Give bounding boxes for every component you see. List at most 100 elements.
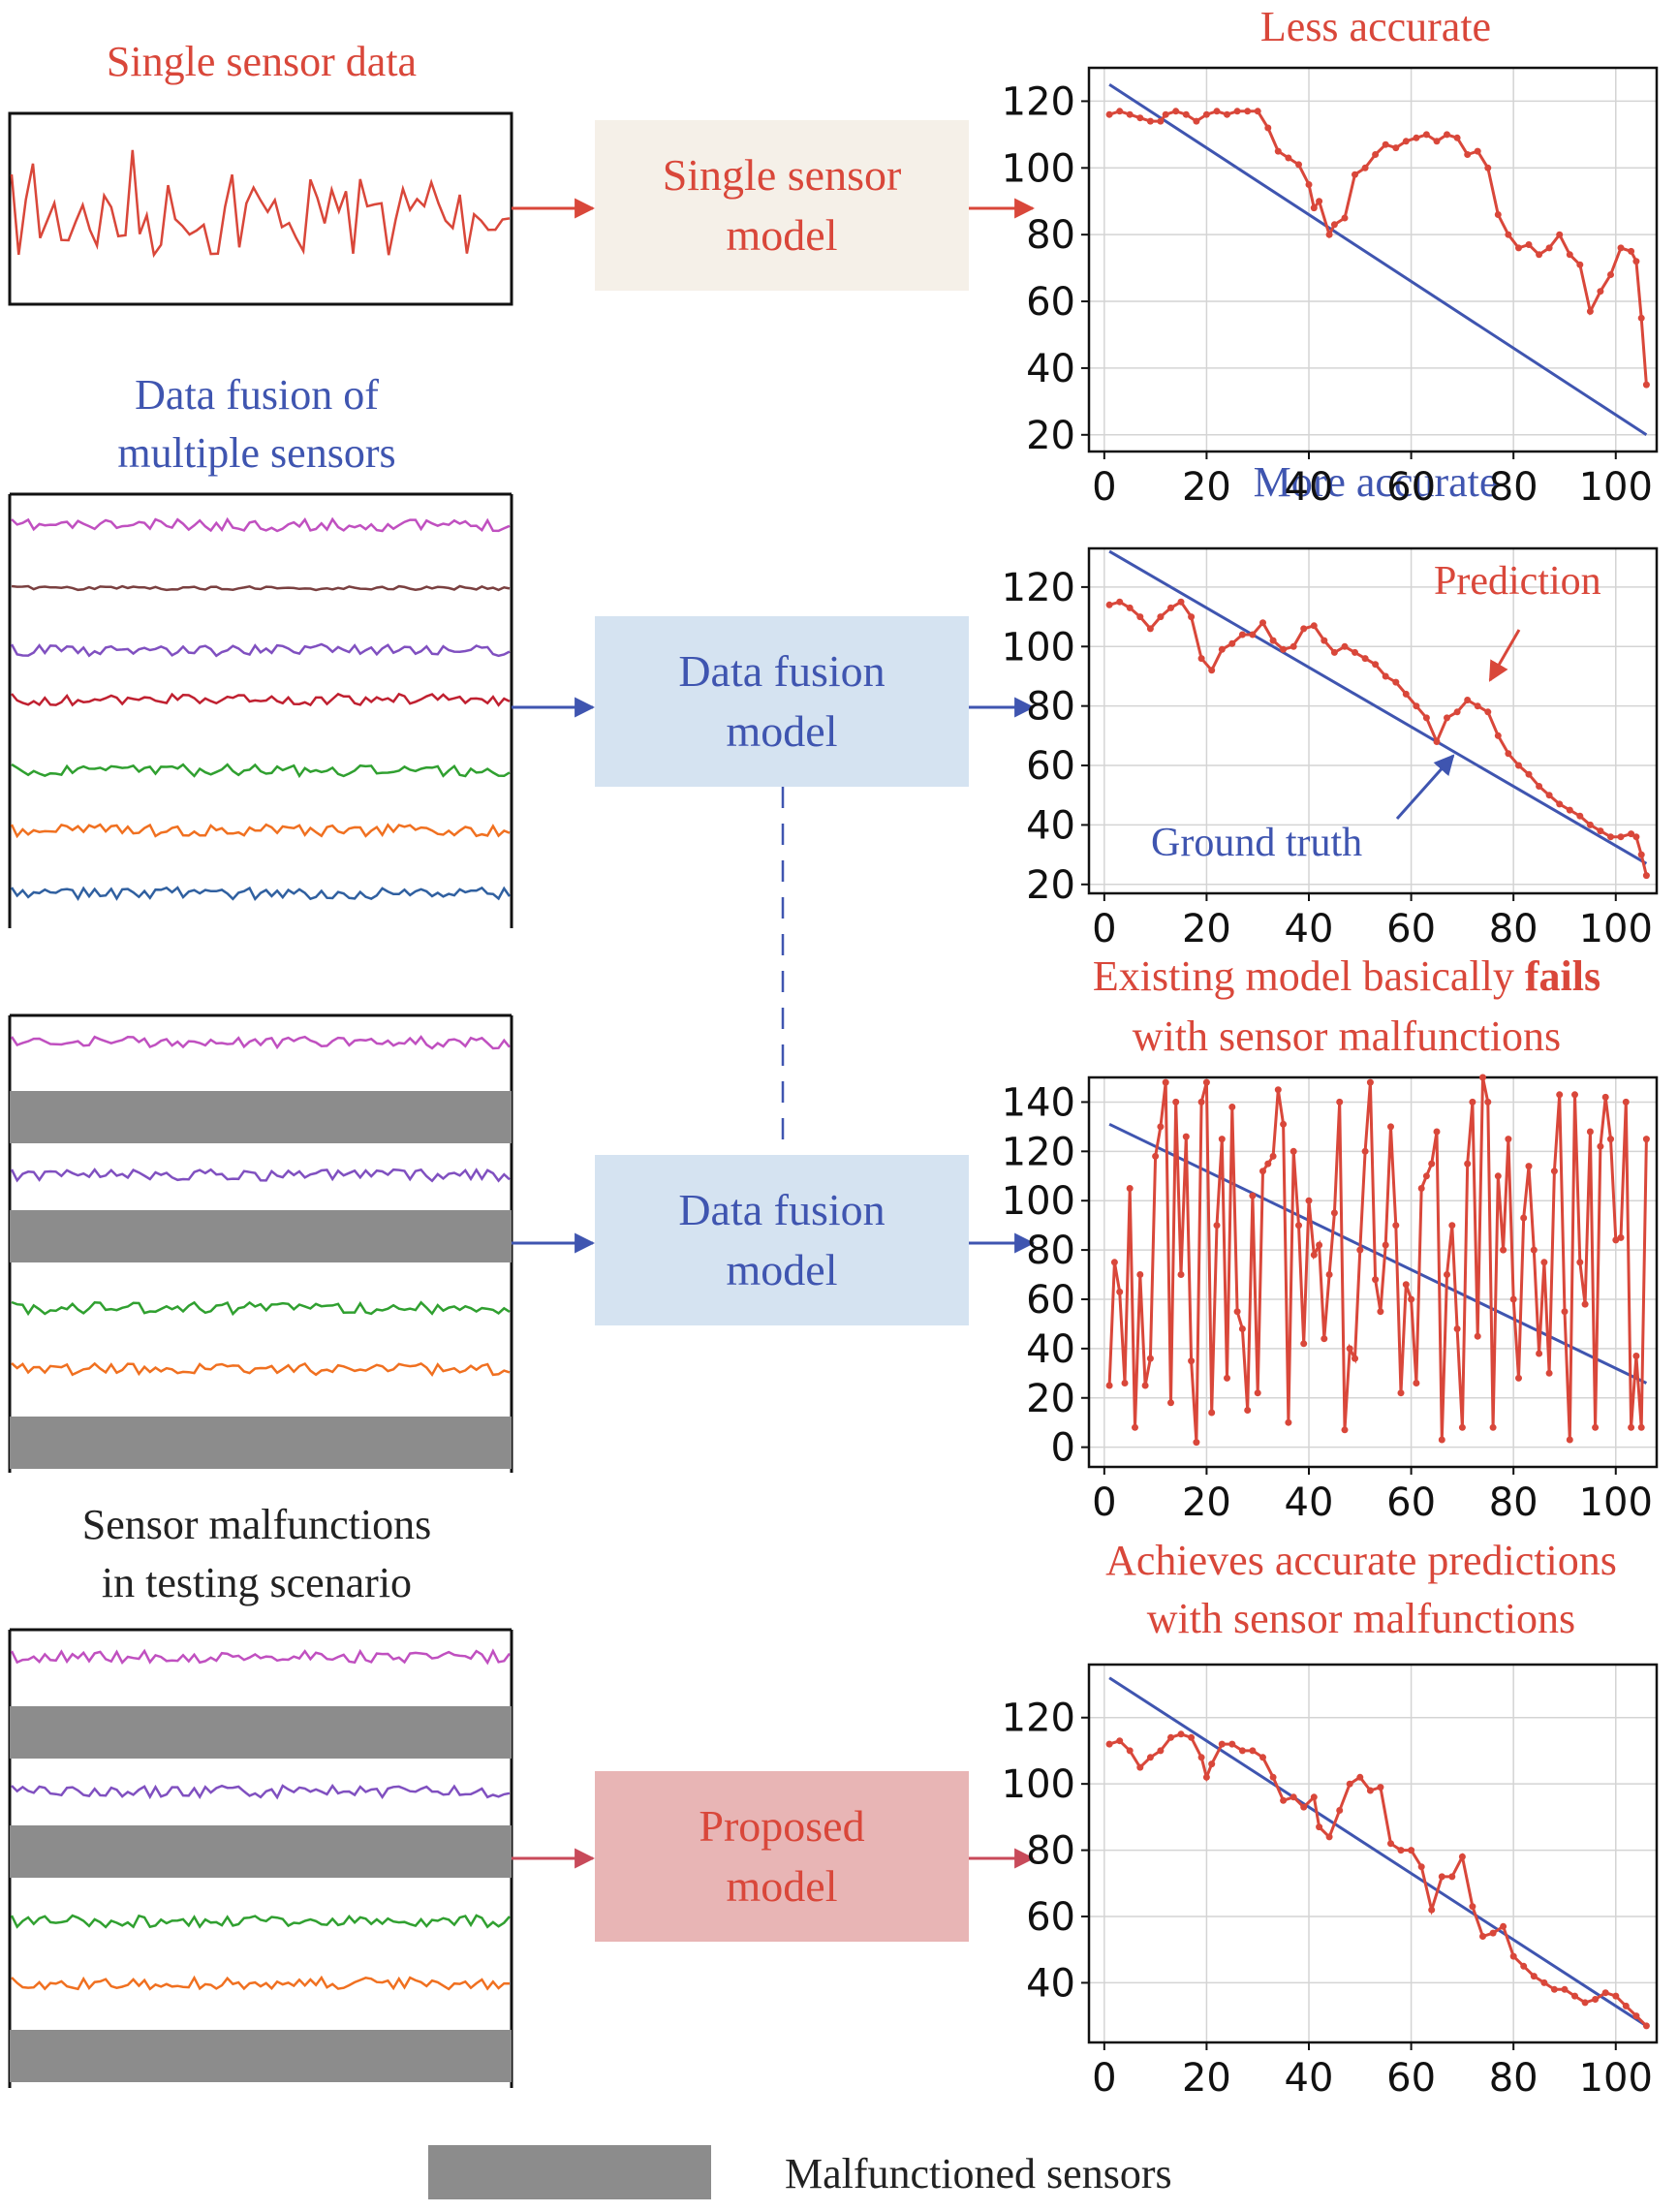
prediction-point	[1336, 1807, 1344, 1814]
prediction-point	[1249, 1192, 1257, 1199]
prediction-point	[1264, 1160, 1272, 1168]
sensor-signal	[10, 823, 511, 839]
prediction-point	[1392, 1222, 1400, 1230]
prediction-point	[1274, 147, 1282, 155]
prediction-point	[1505, 1136, 1512, 1143]
prediction-point	[1489, 1929, 1497, 1937]
prediction-pointer-arrow	[1488, 629, 1521, 682]
prediction-point	[1597, 1142, 1604, 1150]
y-tick-label: 80	[1026, 685, 1075, 730]
prediction-point	[1469, 1903, 1476, 1911]
prediction-point	[1448, 1873, 1456, 1881]
sensor-signal	[10, 1035, 511, 1050]
achieves-label-line1: Achieves accurate predictions	[1105, 1537, 1617, 1584]
prediction-point	[1617, 1233, 1625, 1241]
prediction-point	[1366, 1078, 1374, 1086]
prediction-point	[1372, 151, 1380, 158]
prediction-point	[1188, 613, 1196, 621]
prediction-point	[1126, 1185, 1134, 1192]
y-tick-label: 140	[1002, 1080, 1075, 1125]
prediction-point	[1352, 171, 1358, 178]
prediction-point	[1208, 1760, 1216, 1768]
prediction-point	[1607, 833, 1614, 841]
prediction-point	[1285, 154, 1292, 162]
prediction-point	[1642, 2022, 1650, 2030]
prediction-point	[1218, 645, 1226, 653]
x-tick-label: 60	[1386, 907, 1436, 951]
prediction-point	[1341, 214, 1349, 222]
prediction-point	[1321, 637, 1328, 644]
prediction-point	[1550, 1985, 1558, 1993]
prediction-point	[1259, 1754, 1266, 1761]
prediction-point	[1280, 1796, 1288, 1804]
prediction-point	[1290, 1147, 1297, 1155]
prediction-point	[1536, 1350, 1543, 1357]
prediction-point	[1422, 714, 1430, 722]
y-tick-label: 20	[1026, 414, 1075, 458]
data-fusion-label-line2: multiple sensors	[117, 429, 396, 477]
prediction-point	[1632, 1353, 1640, 1359]
prediction-point	[1453, 1325, 1461, 1332]
prediction-point	[1444, 714, 1450, 722]
prediction-point	[1448, 1222, 1456, 1230]
prediction-point	[1571, 1992, 1578, 2000]
prediction-point	[1637, 851, 1645, 858]
prediction-point	[1597, 827, 1604, 835]
prediction-point	[1346, 1780, 1353, 1788]
prediction-point	[1141, 1382, 1149, 1389]
prediction-point	[1413, 702, 1420, 710]
prediction-point	[1244, 1407, 1252, 1414]
prediction-point	[1500, 1922, 1507, 1930]
prediction-point	[1576, 812, 1584, 820]
prediction-point	[1566, 806, 1573, 814]
prediction-point	[1136, 613, 1144, 621]
proposed-model-line1: Proposed	[699, 1800, 865, 1851]
x-tick-label: 100	[1579, 2056, 1653, 2101]
prediction-point	[1464, 1160, 1472, 1168]
prediction-point	[1586, 1128, 1594, 1136]
prediction-point	[1509, 1952, 1517, 1960]
prediction-point	[1392, 144, 1400, 152]
prediction-point	[1607, 271, 1614, 278]
prediction-point	[1325, 1271, 1333, 1278]
prediction-point	[1157, 1123, 1165, 1131]
prediction-point	[1556, 1091, 1564, 1099]
prediction-point	[1352, 1355, 1358, 1362]
prediction-point	[1479, 1074, 1486, 1081]
prediction-point	[1300, 1340, 1308, 1348]
prediction-point	[1500, 1246, 1507, 1254]
prediction-point	[1402, 1281, 1410, 1289]
prediction-point	[1105, 110, 1113, 118]
y-tick-label: 40	[1026, 1327, 1075, 1372]
prediction-point	[1224, 1374, 1230, 1382]
malfunction-bar	[10, 1091, 512, 1143]
data-fusion-model-line2: model	[726, 706, 838, 756]
prediction-point	[1464, 151, 1472, 158]
prediction-point	[1280, 645, 1288, 653]
proposed-model-box: Proposed model	[595, 1771, 969, 1942]
prediction-point	[1310, 204, 1318, 212]
prediction-point	[1116, 1737, 1124, 1745]
prediction-point	[1576, 261, 1584, 268]
sensor-signal	[11, 1784, 511, 1800]
prediction-point	[1213, 1222, 1221, 1230]
prediction-point	[1387, 1840, 1394, 1848]
prediction-point	[1254, 108, 1261, 115]
prediction-point	[1632, 2012, 1640, 2020]
malfunction-legend-swatch	[428, 2145, 711, 2199]
prediction-point	[1377, 1784, 1384, 1791]
prediction-point	[1325, 1833, 1333, 1841]
prediction-point	[1520, 1962, 1528, 1970]
single-sensor-model-box: Single sensor model	[595, 120, 969, 291]
prediction-point	[1566, 251, 1573, 259]
prediction-point	[1177, 598, 1185, 606]
prediction-point	[1341, 1426, 1349, 1434]
prediction-point	[1188, 1733, 1196, 1741]
chart-frame	[1087, 1663, 1659, 2044]
sensor-signal	[10, 886, 512, 901]
prediction-point	[1177, 1271, 1185, 1278]
prediction-point	[1136, 1763, 1144, 1771]
sensor-signal	[11, 516, 511, 533]
x-tick-label: 40	[1285, 2056, 1334, 2101]
prediction-point	[1249, 1747, 1257, 1755]
